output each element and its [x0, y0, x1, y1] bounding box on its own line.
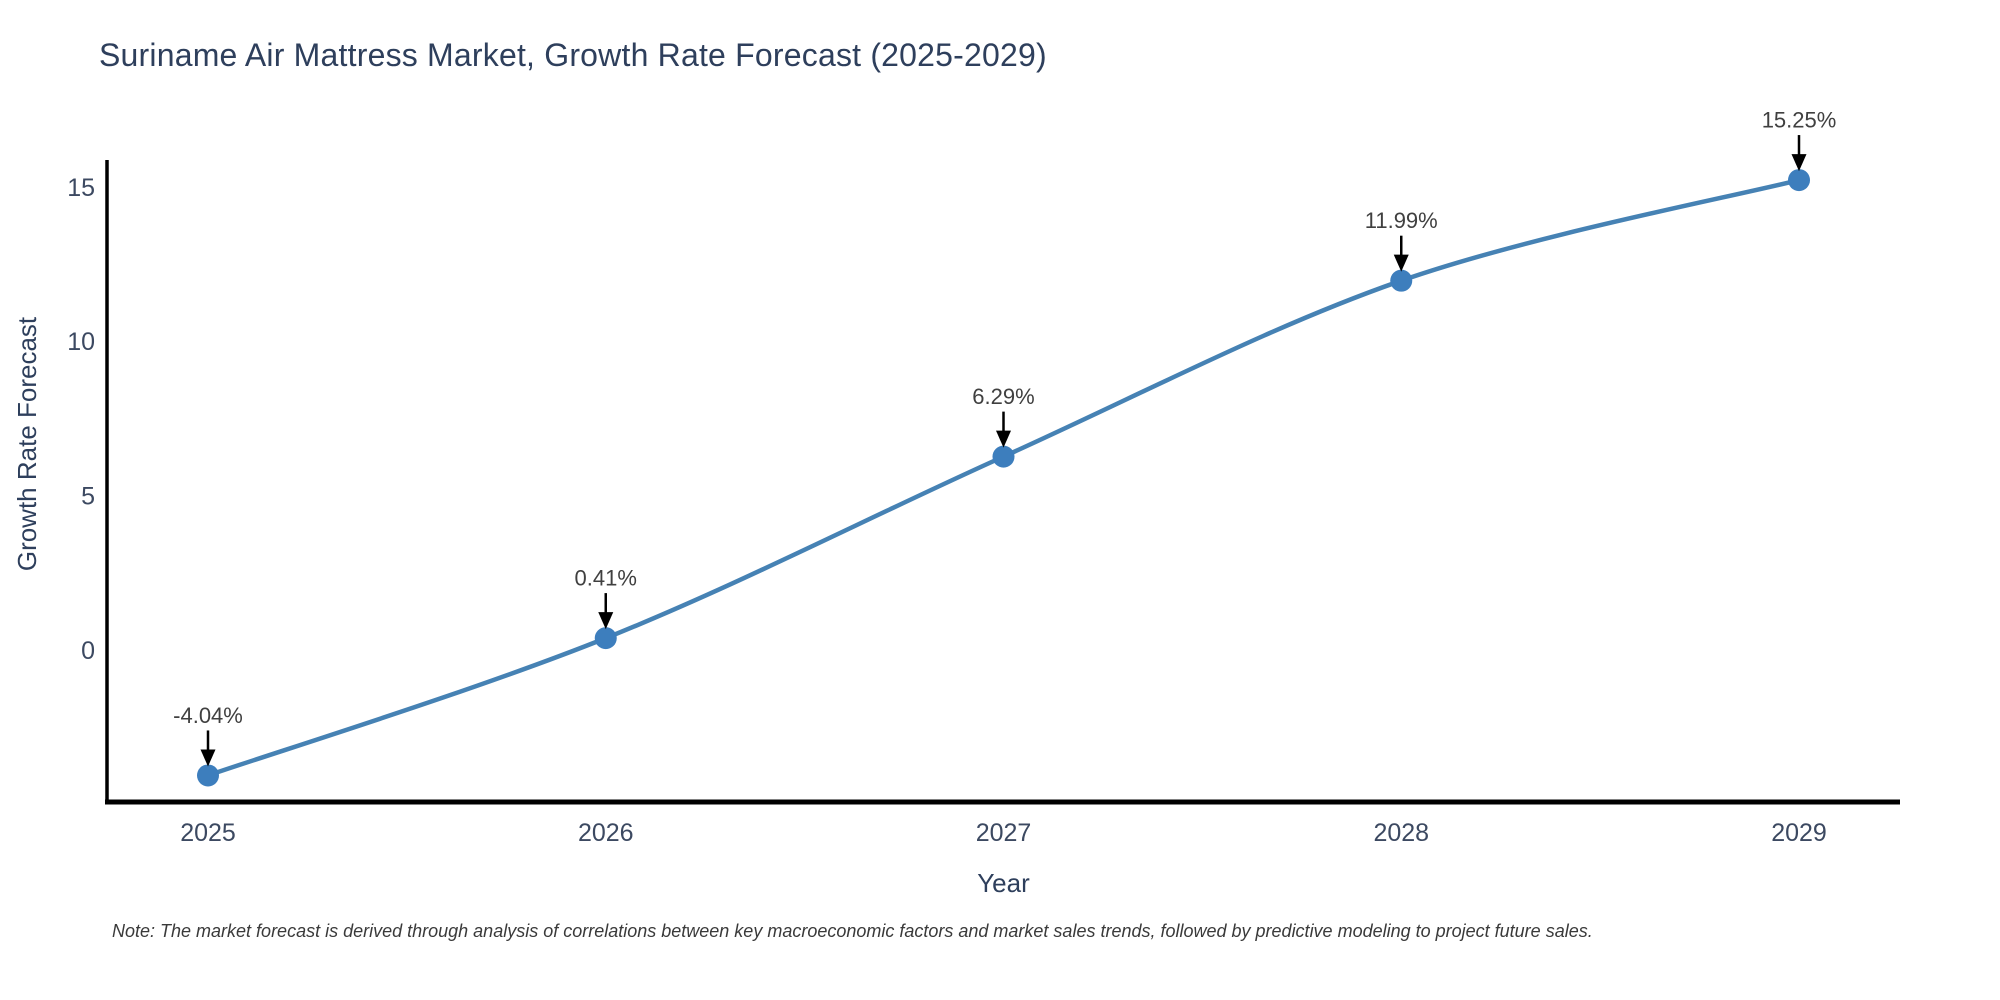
data-point-marker [1390, 269, 1413, 292]
point-value-annotation: 11.99% [1365, 208, 1438, 233]
data-point-marker [1788, 169, 1810, 192]
y-axis-title: Growth Rate Forecast [12, 316, 42, 571]
annotation-arrowhead-icon [1393, 254, 1409, 272]
x-tick-label: 2025 [180, 819, 236, 847]
data-point-marker [594, 627, 617, 650]
point-value-annotation: 0.41% [575, 566, 637, 591]
x-tick-label: 2027 [976, 819, 1032, 847]
annotation-arrowhead-icon [598, 612, 614, 630]
y-tick-label: 10 [67, 328, 95, 356]
forecast-line [205, 177, 1802, 778]
x-tick-label: 2029 [1771, 819, 1827, 847]
y-tick-label: 0 [81, 637, 95, 665]
x-axis-title: Year [977, 868, 1030, 898]
y-tick-label: 5 [81, 482, 95, 510]
x-tick-label: 2028 [1373, 819, 1429, 847]
annotation-arrowhead-icon [1791, 154, 1807, 172]
point-value-annotation: 15.25% [1762, 108, 1837, 133]
annotation-arrowhead-icon [200, 749, 216, 767]
data-point-marker [992, 445, 1015, 468]
y-tick-label: 15 [67, 174, 95, 202]
x-tick-label: 2026 [578, 819, 634, 847]
footnote: Note: The market forecast is derived thr… [112, 921, 1593, 941]
data-point-marker [197, 764, 219, 787]
point-value-annotation: 6.29% [972, 384, 1034, 409]
annotation-arrowhead-icon [996, 430, 1011, 448]
point-value-annotation: -4.04% [173, 703, 243, 728]
chart-title: Suriname Air Mattress Market, Growth Rat… [99, 37, 1047, 73]
